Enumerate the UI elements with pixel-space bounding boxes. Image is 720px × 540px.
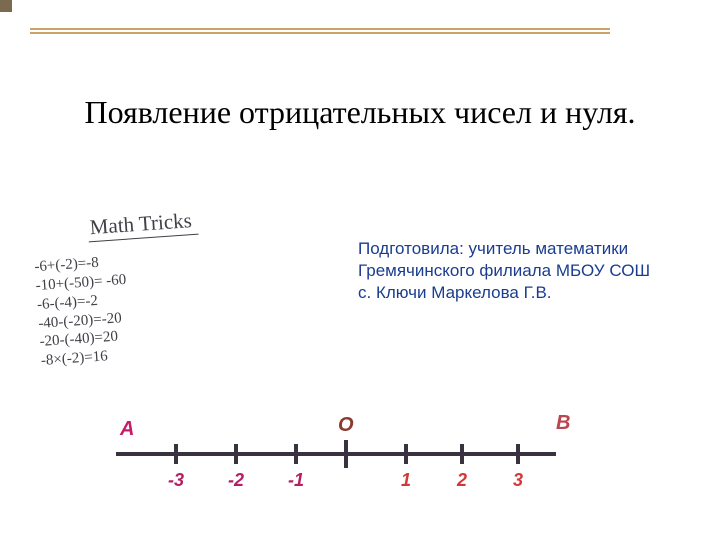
number-line-label: -1 — [281, 470, 311, 491]
number-line-tick — [294, 444, 298, 464]
math-tricks-title: Math Tricks — [87, 207, 199, 243]
corner-square — [0, 0, 12, 12]
point-label-A: A — [120, 418, 134, 441]
header-rule — [30, 28, 610, 34]
author-subtitle: Подготовила: учитель математики Гремячин… — [358, 238, 658, 304]
number-line-tick — [460, 444, 464, 464]
number-line-tick — [516, 444, 520, 464]
number-line-tick — [404, 444, 408, 464]
number-line-tick — [234, 444, 238, 464]
number-line-label: -3 — [161, 470, 191, 491]
number-line: A O B -3 -2 -1 1 2 3 — [116, 400, 596, 510]
number-line-label: 3 — [503, 470, 533, 491]
number-line-tick — [344, 440, 348, 468]
point-label-B: B — [556, 412, 570, 435]
math-tricks-lines: -6+(-2)=-8 -10+(-50)= -60 -6-(-4)=-2 -40… — [34, 238, 331, 370]
number-line-tick — [174, 444, 178, 464]
math-tricks-scribble: Math Tricks -6+(-2)=-8 -10+(-50)= -60 -6… — [31, 198, 331, 371]
point-label-O: O — [338, 414, 354, 437]
page-title: Появление отрицательных чисел и нуля. — [0, 92, 720, 132]
number-line-label: -2 — [221, 470, 251, 491]
number-line-label: 2 — [447, 470, 477, 491]
number-line-axis — [116, 452, 556, 456]
number-line-label: 1 — [391, 470, 421, 491]
